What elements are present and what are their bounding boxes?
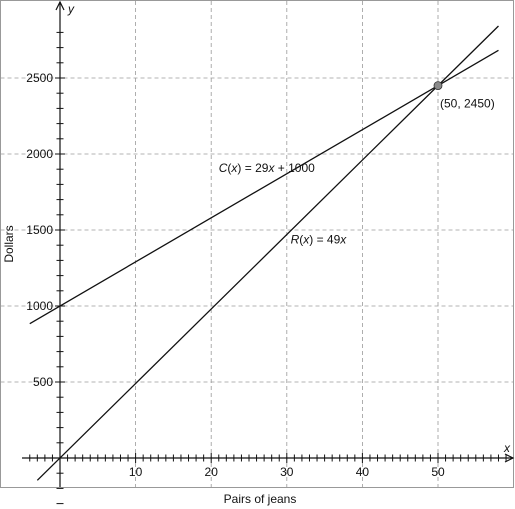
x-axis-arrow — [504, 453, 515, 463]
y-axis-arrow — [55, 0, 65, 11]
x-tick-label: 20 — [205, 465, 219, 479]
x-tick-label: 40 — [356, 465, 370, 479]
y-tick-label: 1500 — [26, 223, 53, 237]
series-label-0: C(x) = 29x + 1000 — [219, 161, 315, 175]
intersection-label: (50, 2450) — [440, 97, 495, 111]
y-tick-label: 2500 — [26, 71, 53, 85]
series-line-0 — [29, 49, 499, 325]
x-tick-label: 50 — [431, 465, 445, 479]
y-axis-title: Dollars — [2, 225, 16, 262]
x-axis-letter: x — [503, 441, 511, 455]
x-tick-label: 30 — [280, 465, 294, 479]
x-tick-label: 10 — [129, 465, 143, 479]
series-line-1 — [36, 25, 499, 481]
series-lines — [29, 25, 499, 481]
y-tick-label: 500 — [33, 375, 53, 389]
x-axis-title: Pairs of jeans — [224, 492, 297, 506]
intersection-point — [433, 81, 443, 90]
plot-frame — [0, 0, 514, 488]
y-tick-label: 1000 — [26, 299, 53, 313]
grid — [0, 1, 514, 487]
y-tick-label: 2000 — [26, 147, 53, 161]
labels: 10 20 30 40 50 500 1000 1500 2000 2500 C(x) = 29x … — [26, 71, 494, 479]
y-axis-letter: y — [67, 2, 75, 16]
axes — [22, 0, 515, 505]
series-label-1: R(x) = 49x — [291, 233, 348, 247]
